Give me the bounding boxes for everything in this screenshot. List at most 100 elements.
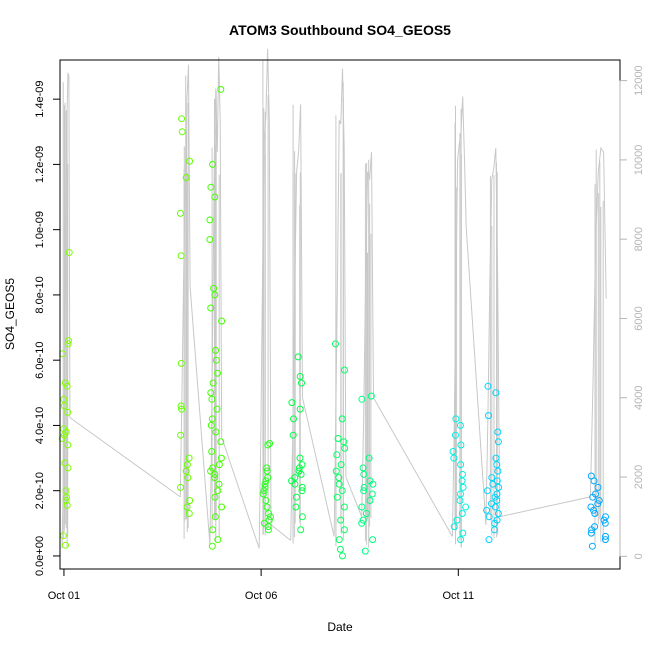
data-point (296, 373, 304, 380)
data-point (341, 444, 349, 452)
data-point (591, 510, 599, 517)
data-point (358, 503, 366, 511)
data-point (488, 500, 495, 508)
data-point (62, 497, 70, 504)
data-point (359, 464, 367, 472)
data-point (332, 340, 339, 348)
y-right-tick-label: 8000 (633, 227, 645, 251)
data-point (178, 115, 186, 123)
y-right-tick-label: 10000 (633, 145, 645, 176)
data-point (217, 454, 225, 462)
trace-transit (373, 397, 453, 537)
data-point (485, 513, 493, 521)
data-point (362, 510, 370, 517)
data-point (456, 421, 464, 429)
data-point (492, 454, 500, 462)
data-point (62, 493, 70, 501)
data-point (368, 490, 376, 498)
data-point (264, 526, 272, 534)
data-point (488, 474, 496, 482)
data-point (450, 523, 458, 531)
data-point (64, 408, 72, 416)
data-point (293, 493, 300, 501)
y-right-tick-label: 6000 (633, 306, 645, 330)
data-point (211, 291, 219, 299)
data-point (594, 500, 602, 508)
data-point (263, 464, 271, 472)
data-point (483, 487, 491, 495)
data-point (298, 487, 306, 495)
data-point (65, 337, 72, 345)
data-point (183, 461, 191, 469)
data-point (60, 425, 68, 433)
trace-transit (270, 524, 292, 541)
data-point (587, 472, 595, 480)
data-point (182, 467, 190, 475)
data-point (209, 379, 217, 387)
data-point (452, 415, 460, 423)
y-right-tick-label: 4000 (633, 386, 645, 410)
trace-transit (465, 227, 487, 525)
data-point (459, 529, 467, 537)
data-point (207, 421, 215, 429)
data-point (369, 536, 377, 544)
data-point (338, 487, 346, 495)
data-point (494, 438, 502, 446)
data-point (457, 461, 465, 469)
data-point (298, 513, 306, 521)
data-point (457, 441, 465, 449)
data-point (288, 399, 296, 407)
data-point (263, 503, 271, 511)
data-point (264, 474, 272, 482)
data-point (211, 474, 219, 482)
data-point (493, 477, 501, 485)
data-point (60, 402, 68, 410)
data-point (260, 519, 268, 527)
data-point (209, 464, 217, 472)
y-tick-label: 1.0e-09 (34, 211, 46, 248)
data-point (594, 483, 602, 491)
data-point (290, 415, 297, 423)
data-point (495, 483, 503, 491)
data-point (335, 474, 343, 482)
data-point (265, 516, 273, 524)
y-tick-label: 1.4e-09 (34, 80, 46, 117)
data-point (211, 493, 219, 501)
data-point (485, 536, 493, 544)
data-point (340, 503, 348, 511)
data-point (289, 431, 297, 439)
data-point (298, 379, 305, 387)
data-point (63, 382, 71, 390)
data-point (335, 536, 343, 544)
data-point (493, 497, 501, 504)
data-point (452, 431, 459, 439)
data-point (185, 454, 193, 462)
data-point (458, 510, 466, 517)
data-point (214, 369, 221, 377)
data-point (493, 461, 501, 469)
data-point (218, 317, 226, 325)
data-point (358, 395, 366, 403)
y-tick-label: 4.0e-10 (34, 407, 46, 444)
data-point (334, 435, 342, 442)
data-point (215, 480, 223, 488)
data-point (484, 382, 492, 390)
data-point (208, 542, 216, 550)
trace-transit (221, 437, 260, 549)
data-point (485, 412, 492, 420)
data-point (493, 516, 501, 524)
data-point (206, 216, 214, 224)
data-point (337, 461, 345, 469)
y-tick-label: 6.0e-10 (34, 342, 46, 379)
data-point (177, 252, 185, 260)
data-point (457, 536, 465, 544)
data-point (177, 402, 185, 410)
data-point (178, 405, 186, 413)
data-point (264, 441, 272, 449)
data-point (208, 448, 216, 455)
data-point (177, 359, 185, 367)
data-point (61, 459, 69, 467)
data-point (335, 480, 343, 488)
data-point (483, 506, 491, 514)
data-point (62, 487, 70, 495)
